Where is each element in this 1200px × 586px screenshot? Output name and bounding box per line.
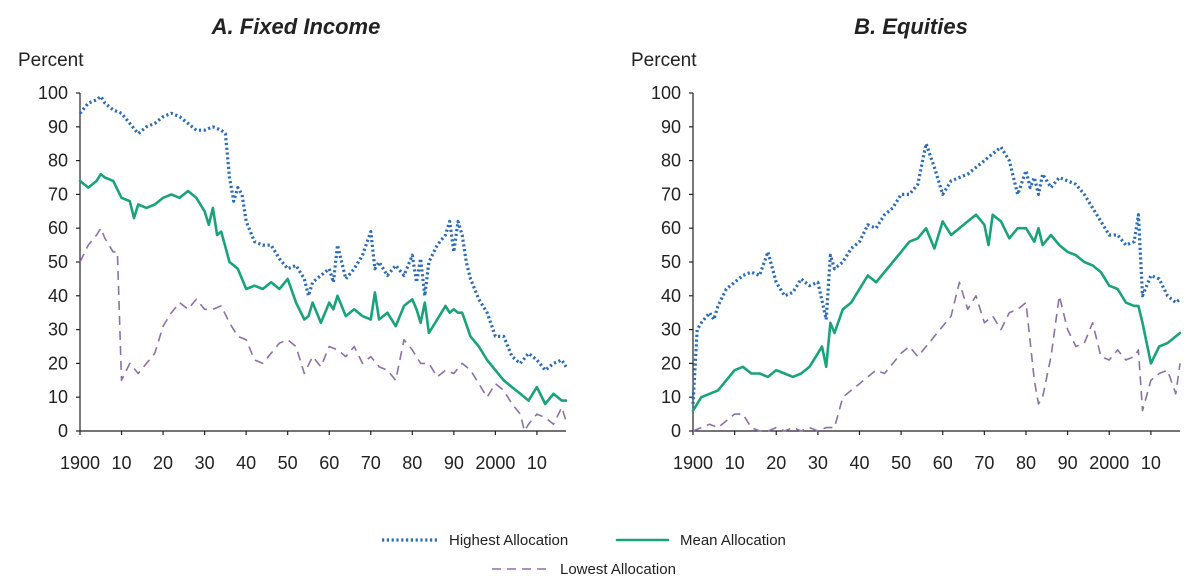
equities-y-unit: Percent bbox=[631, 50, 697, 71]
equities-x-tick-label: 70 bbox=[974, 453, 994, 473]
equities-y-tick-label: 100 bbox=[651, 83, 681, 103]
equities-y-tick-label: 60 bbox=[661, 218, 681, 238]
fixed-income-x-tick-label: 10 bbox=[527, 453, 547, 473]
fixed-income-x-tick-label: 80 bbox=[402, 453, 422, 473]
equities-mean-line bbox=[691, 213, 1182, 413]
fixed-income-x-tick-label: 40 bbox=[236, 453, 256, 473]
fixed-income-y-tick-label: 60 bbox=[48, 218, 68, 238]
equities-x-tick-label: 80 bbox=[1016, 453, 1036, 473]
equities-y-tick-label: 70 bbox=[661, 184, 681, 204]
equities-x-tick-label: 10 bbox=[725, 453, 745, 473]
fixed-income-highest-line bbox=[78, 94, 568, 372]
fixed-income-x-tick-label: 2000 bbox=[475, 453, 515, 473]
fixed-income-y-tick-label: 40 bbox=[48, 286, 68, 306]
equities-x-tick-label: 50 bbox=[891, 453, 911, 473]
legend-label-lowest: Lowest Allocation bbox=[560, 561, 676, 578]
fixed-income-y-tick-label: 80 bbox=[48, 151, 68, 171]
fixed-income-mean-line bbox=[78, 172, 568, 406]
fixed-income-panel: A. Fixed Income Percent 0 10 20 30 40 50 60 70 8… bbox=[18, 14, 568, 473]
equities-y-tick-label: 80 bbox=[661, 151, 681, 171]
equities-highest-line bbox=[691, 142, 1182, 405]
fixed-income-y-tick-label: 70 bbox=[48, 184, 68, 204]
equities-y-tick-label: 20 bbox=[661, 353, 681, 373]
fixed-income-y-tick-label: 30 bbox=[48, 320, 68, 340]
fixed-income-x-tick-label: 30 bbox=[195, 453, 215, 473]
equities-x-tick-label: 20 bbox=[766, 453, 786, 473]
fixed-income-x-tick-label: 20 bbox=[153, 453, 173, 473]
equities-y-tick-label: 90 bbox=[661, 117, 681, 137]
legend-label-mean: Mean Allocation bbox=[680, 532, 786, 549]
fixed-income-x-tick-label: 10 bbox=[112, 453, 132, 473]
equities-x-tick-label: 10 bbox=[1141, 453, 1161, 473]
fixed-income-x-tick-label: 90 bbox=[444, 453, 464, 473]
equities-x-tick-label: 2000 bbox=[1089, 453, 1129, 473]
equities-lowest-line bbox=[692, 281, 1181, 432]
fixed-income-x-tick-label: 1900 bbox=[60, 453, 100, 473]
fixed-income-y-tick-label: 0 bbox=[58, 421, 68, 441]
fixed-income-x-tick-label: 70 bbox=[361, 453, 381, 473]
equities-title: B. Equities bbox=[854, 14, 968, 39]
equities-panel: B. Equities Percent 0 10 20 30 40 50 60 70 80 90 1… bbox=[631, 14, 1182, 473]
equities-y-tick-label: 40 bbox=[661, 286, 681, 306]
equities-x-tick-label: 60 bbox=[933, 453, 953, 473]
equities-y-tick-label: 10 bbox=[661, 387, 681, 407]
fixed-income-y-tick-label: 90 bbox=[48, 117, 68, 137]
fixed-income-y-tick-label: 10 bbox=[48, 387, 68, 407]
fixed-income-y-unit: Percent bbox=[18, 50, 84, 71]
fixed-income-y-tick-label: 50 bbox=[48, 252, 68, 272]
fixed-income-title: A. Fixed Income bbox=[211, 14, 381, 39]
fixed-income-x-tick-label: 50 bbox=[278, 453, 298, 473]
equities-y-tick-label: 0 bbox=[671, 421, 681, 441]
fixed-income-y-tick-label: 20 bbox=[48, 353, 68, 373]
fixed-income-x-tick-label: 60 bbox=[319, 453, 339, 473]
legend: Highest Allocation Mean Allocation Lowes… bbox=[382, 532, 786, 578]
legend-label-highest: Highest Allocation bbox=[449, 532, 568, 549]
equities-y-tick-label: 30 bbox=[661, 320, 681, 340]
equities-x-tick-label: 30 bbox=[808, 453, 828, 473]
fixed-income-lowest-line bbox=[79, 227, 567, 432]
equities-x-tick-label: 40 bbox=[849, 453, 869, 473]
fixed-income-y-tick-label: 100 bbox=[38, 83, 68, 103]
equities-y-tick-label: 50 bbox=[661, 252, 681, 272]
equities-x-tick-label: 90 bbox=[1058, 453, 1078, 473]
equities-x-tick-label: 1900 bbox=[673, 453, 713, 473]
